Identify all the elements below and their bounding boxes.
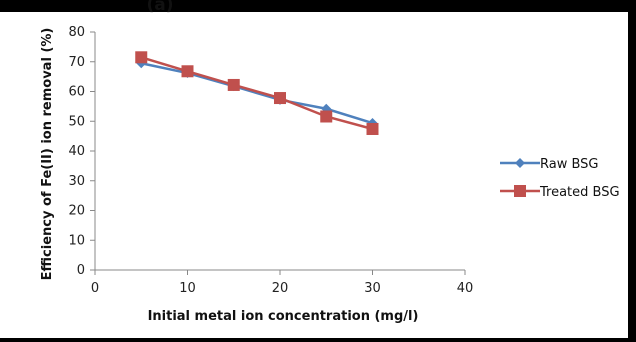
- x-axis-title: Initial metal ion concentration (mg/l): [148, 309, 419, 324]
- y-tick-label: 50: [68, 114, 85, 129]
- legend-marker: [514, 185, 526, 197]
- data-point-treated-bsg: [228, 79, 240, 91]
- data-point-treated-bsg: [320, 110, 332, 122]
- x-tick-label: 20: [272, 281, 289, 296]
- y-tick-label: 80: [68, 25, 85, 40]
- data-point-treated-bsg: [367, 123, 379, 135]
- y-tick-label: 10: [68, 233, 85, 248]
- data-point-treated-bsg: [274, 92, 286, 104]
- legend-label: Treated BSG: [539, 185, 620, 200]
- x-tick-label: 40: [457, 281, 474, 296]
- y-tick-label: 0: [77, 263, 85, 278]
- figure-label: (a): [146, 0, 173, 15]
- x-tick-label: 10: [179, 281, 196, 296]
- y-tick-label: 40: [68, 144, 85, 159]
- y-tick-label: 70: [68, 55, 85, 70]
- y-axis-title: Efficiency of Fe(II) ion removal (%): [40, 28, 55, 281]
- legend-label: Raw BSG: [540, 157, 599, 172]
- x-tick-label: 30: [364, 281, 381, 296]
- y-tick-label: 60: [68, 85, 85, 100]
- data-point-treated-bsg: [182, 65, 194, 77]
- x-tick-label: 0: [91, 281, 99, 296]
- y-tick-label: 30: [68, 174, 85, 189]
- y-tick-label: 20: [68, 204, 85, 219]
- data-point-treated-bsg: [135, 51, 147, 63]
